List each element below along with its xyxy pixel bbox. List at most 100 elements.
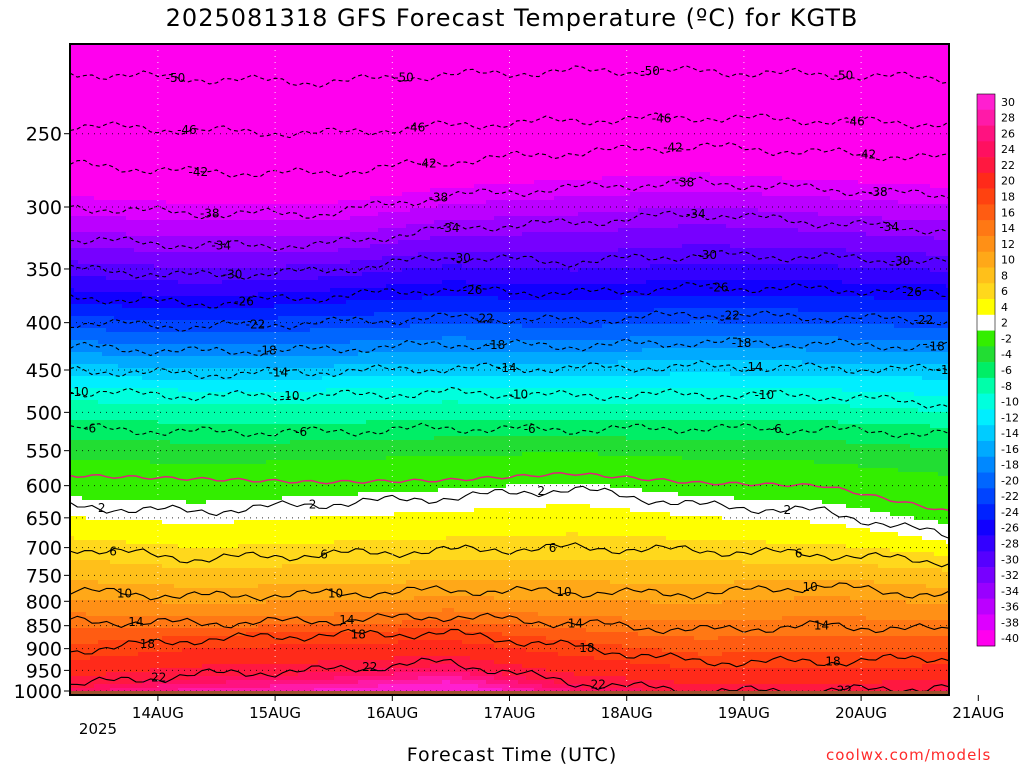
field-cell — [74, 524, 79, 529]
field-cell — [178, 336, 183, 341]
field-cell — [190, 60, 195, 65]
field-cell — [114, 140, 119, 145]
field-cell — [74, 328, 79, 333]
field-cell — [174, 416, 179, 421]
field-cell — [130, 348, 135, 353]
field-cell — [186, 628, 191, 633]
field-cell — [118, 272, 123, 277]
field-cell — [170, 264, 175, 269]
field-cell — [118, 156, 123, 161]
field-cell — [162, 320, 167, 325]
field-cell — [98, 92, 103, 97]
field-cell — [110, 220, 115, 225]
field-cell — [150, 316, 155, 321]
field-cell — [166, 588, 171, 593]
field-cell — [150, 156, 155, 161]
field-cell — [178, 104, 183, 109]
field-cell — [118, 280, 123, 285]
field-cell — [102, 528, 107, 533]
field-cell — [182, 192, 187, 197]
field-cell — [146, 280, 151, 285]
field-cell — [90, 484, 95, 489]
field-cell — [82, 132, 87, 137]
field-cell — [118, 444, 123, 449]
field-cell — [86, 644, 91, 649]
field-cell — [142, 140, 147, 145]
field-cell — [138, 464, 143, 469]
field-cell — [126, 276, 131, 281]
field-cell — [90, 404, 95, 409]
field-cell — [162, 664, 167, 669]
field-cell — [162, 572, 167, 577]
field-cell — [102, 276, 107, 281]
field-cell — [138, 80, 143, 85]
field-cell — [162, 216, 167, 221]
field-cell — [178, 276, 183, 281]
field-cell — [122, 80, 127, 85]
field-cell — [154, 64, 159, 69]
field-cell — [190, 424, 195, 429]
field-cell — [162, 436, 167, 441]
field-cell — [186, 140, 191, 145]
field-cell — [150, 152, 155, 157]
field-cell — [174, 488, 179, 493]
field-cell — [158, 484, 163, 489]
field-cell — [86, 400, 91, 405]
field-cell — [142, 460, 147, 465]
field-cell — [78, 176, 83, 181]
field-cell — [158, 500, 163, 505]
field-cell — [118, 68, 123, 73]
field-cell — [118, 396, 123, 401]
field-cell — [130, 496, 135, 501]
field-cell — [138, 528, 143, 533]
field-cell — [74, 608, 79, 613]
field-cell — [142, 564, 147, 569]
field-cell — [106, 192, 111, 197]
field-cell — [106, 256, 111, 261]
field-cell — [86, 52, 91, 57]
field-cell — [138, 76, 143, 81]
field-cell — [190, 196, 195, 201]
field-cell — [110, 280, 115, 285]
field-cell — [170, 436, 175, 441]
field-cell — [90, 388, 95, 393]
field-cell — [142, 672, 147, 677]
field-cell — [94, 84, 99, 89]
field-cell — [114, 48, 119, 53]
field-cell — [126, 560, 131, 565]
field-cell — [130, 684, 135, 689]
field-cell — [174, 232, 179, 237]
field-cell — [162, 372, 167, 377]
field-cell — [94, 536, 99, 541]
field-cell — [166, 300, 171, 305]
field-cell — [134, 88, 139, 93]
field-cell — [114, 272, 119, 277]
field-cell — [186, 684, 191, 689]
field-cell — [102, 144, 107, 149]
field-cell — [118, 288, 123, 293]
field-cell — [122, 604, 127, 609]
field-cell — [118, 60, 123, 65]
field-cell — [82, 532, 87, 537]
field-cell — [182, 548, 187, 553]
field-cell — [134, 316, 139, 321]
field-cell — [118, 620, 123, 625]
field-cell — [190, 92, 195, 97]
field-cell — [102, 480, 107, 485]
field-cell — [126, 652, 131, 657]
field-cell — [126, 160, 131, 165]
field-cell — [182, 380, 187, 385]
field-cell — [146, 312, 151, 317]
field-cell — [130, 644, 135, 649]
field-cell — [142, 136, 147, 141]
field-cell — [94, 396, 99, 401]
field-cell — [150, 236, 155, 241]
field-cell — [122, 492, 127, 497]
field-cell — [170, 592, 175, 597]
field-cell — [166, 188, 171, 193]
field-cell — [94, 64, 99, 69]
field-cell — [158, 336, 163, 341]
field-cell — [122, 660, 127, 665]
field-cell — [122, 360, 127, 365]
field-cell — [170, 384, 175, 389]
